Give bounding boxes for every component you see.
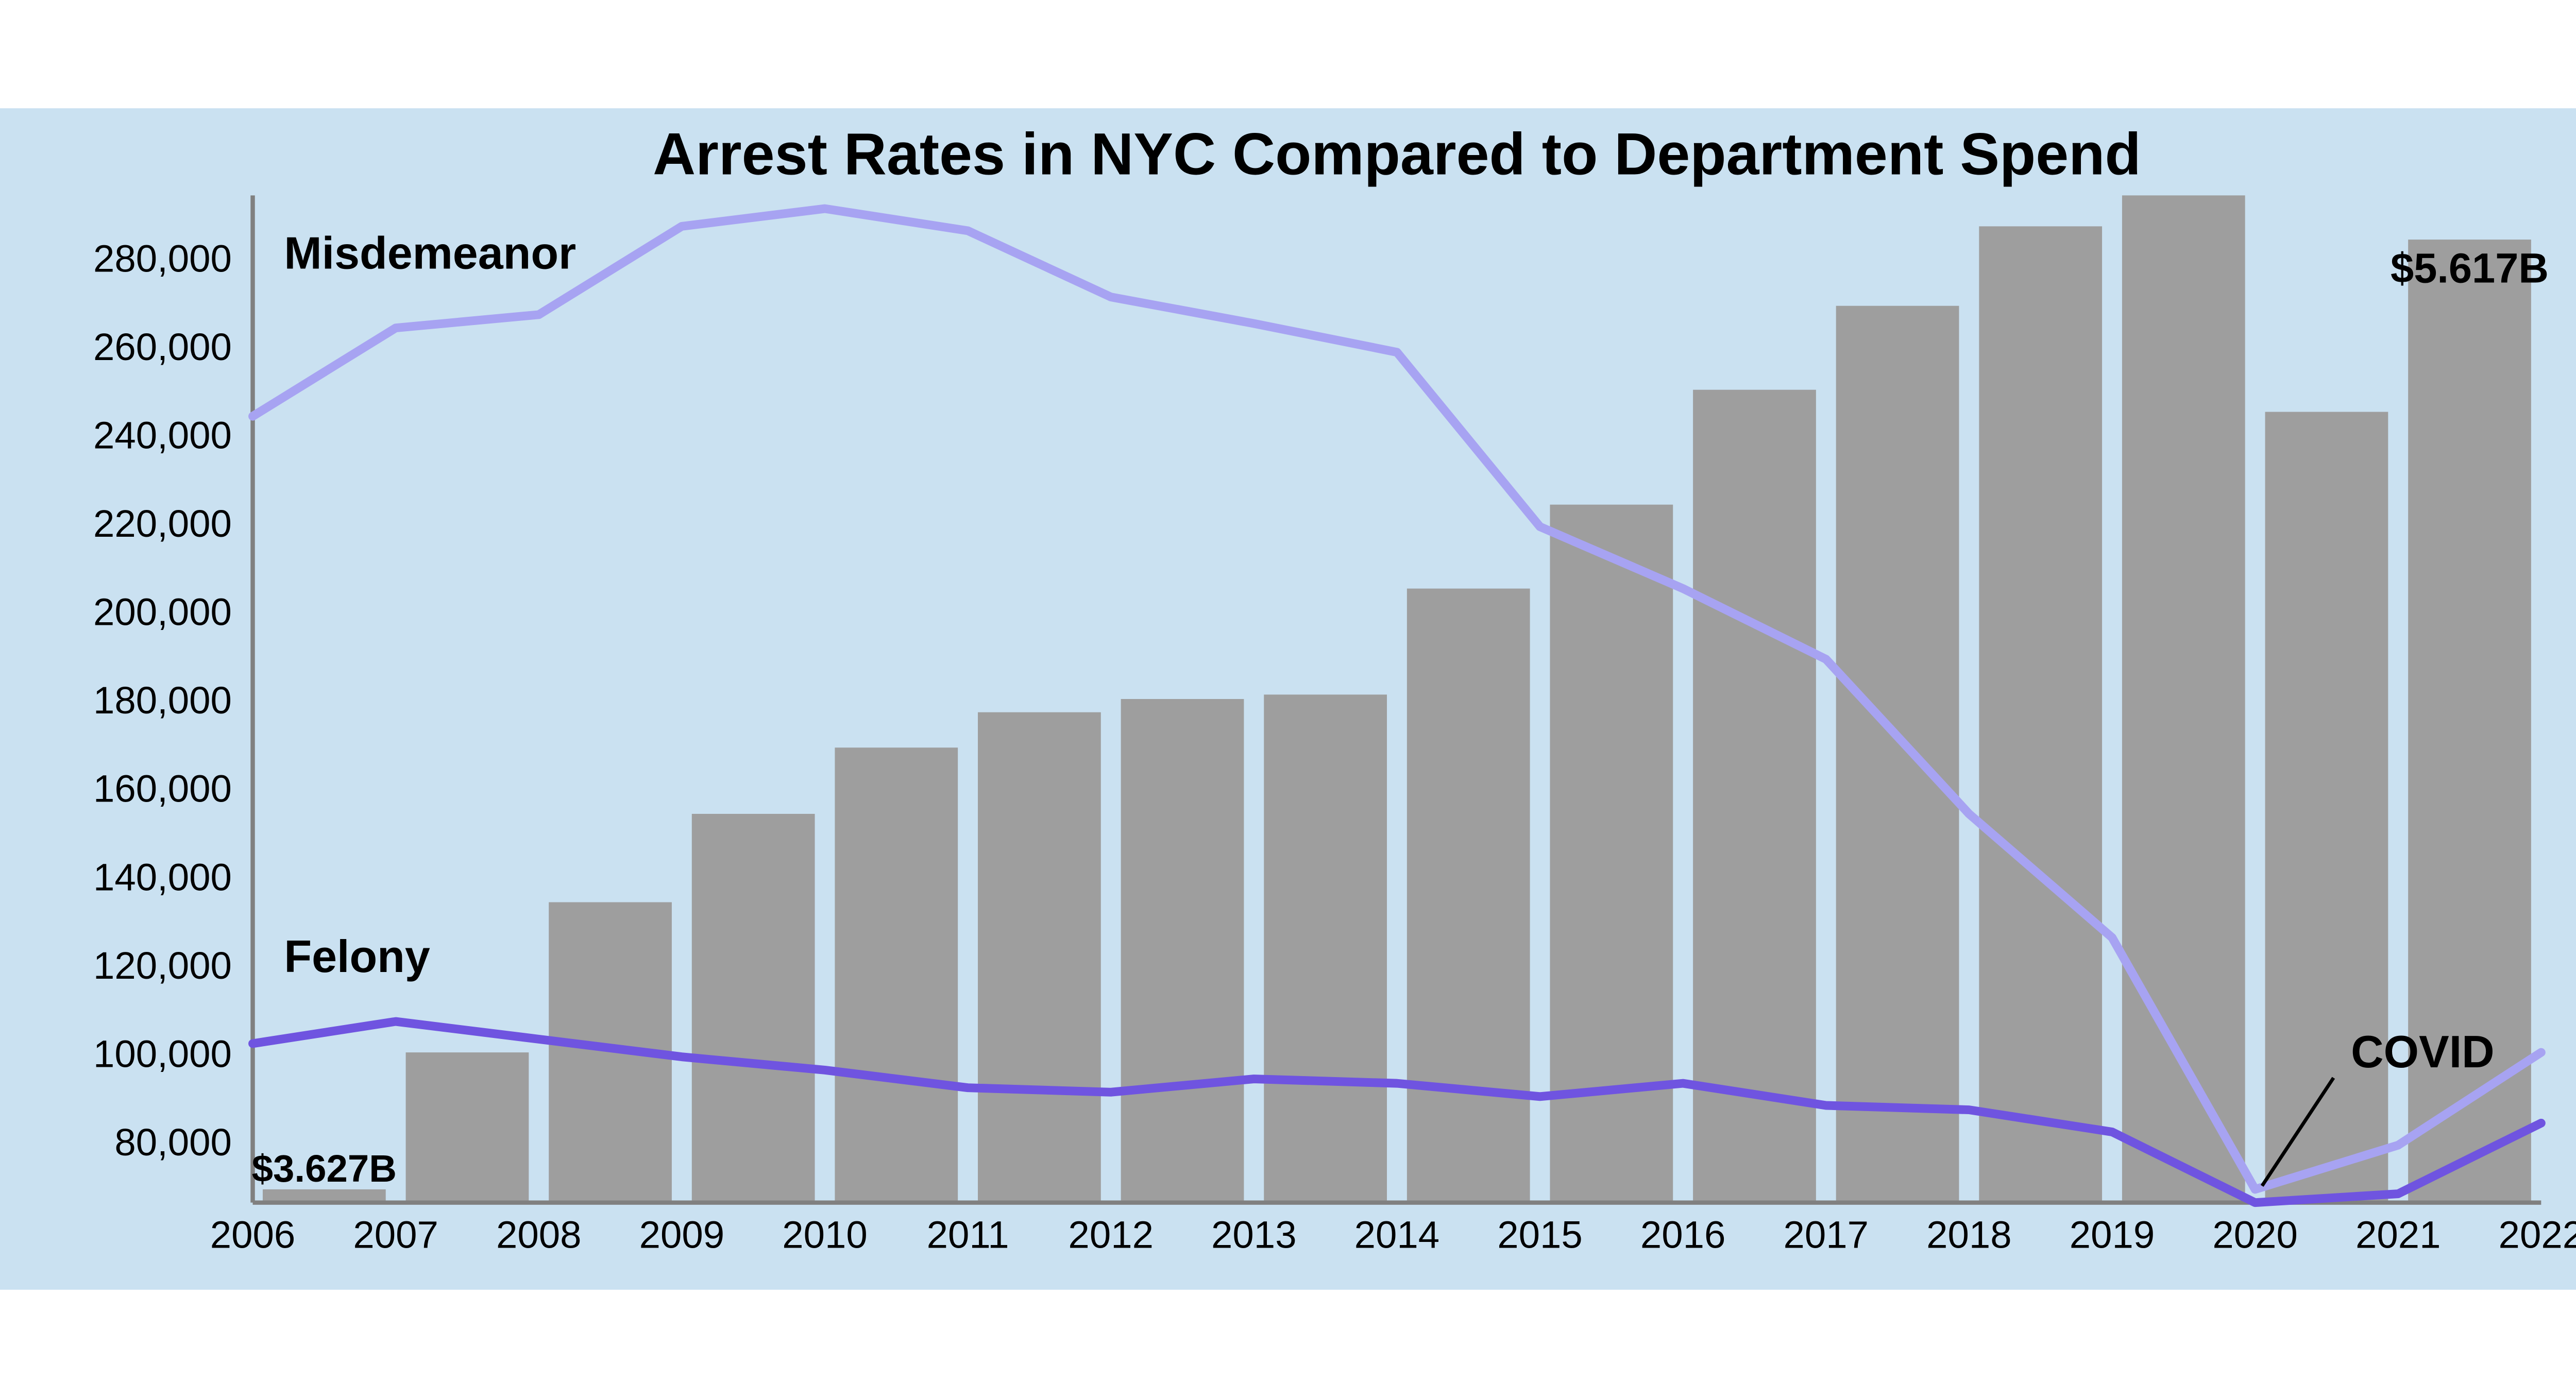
y-tick-label: 280,000 bbox=[93, 237, 232, 280]
x-tick-label: 2008 bbox=[496, 1214, 582, 1256]
x-tick-label: 2011 bbox=[927, 1214, 1009, 1256]
x-tick-label: 2022 bbox=[2499, 1214, 2576, 1256]
covid-annotation-label: COVID bbox=[2351, 1026, 2495, 1077]
x-tick-label: 2012 bbox=[1068, 1214, 1154, 1256]
spend-bar bbox=[1979, 226, 2102, 1202]
x-tick-label: 2013 bbox=[1211, 1214, 1297, 1256]
x-tick-label: 2010 bbox=[782, 1214, 868, 1256]
y-tick-label: 140,000 bbox=[93, 856, 232, 898]
x-tick-label: 2015 bbox=[1497, 1214, 1583, 1256]
spend-bar bbox=[2265, 412, 2388, 1203]
spend-bar bbox=[2122, 195, 2245, 1202]
misdemeanor-series-label: Misdemeanor bbox=[284, 228, 576, 279]
chart-title: Arrest Rates in NYC Compared to Departme… bbox=[653, 122, 2141, 187]
x-tick-label: 2018 bbox=[1926, 1214, 2012, 1256]
spend-bar bbox=[1693, 390, 1816, 1203]
last-bar-value-label: $5.617B bbox=[2391, 245, 2549, 292]
x-tick-label: 2020 bbox=[2212, 1214, 2298, 1256]
x-tick-label: 2016 bbox=[1640, 1214, 1726, 1256]
felony-series-label: Felony bbox=[284, 931, 430, 982]
arrest-rates-chart: 80,000 100,000 120,000 140,000 160,000 180,00… bbox=[0, 0, 2576, 1398]
y-tick-label: 220,000 bbox=[93, 502, 232, 545]
x-tick-label: 2014 bbox=[1354, 1214, 1440, 1256]
x-tick-label: 2007 bbox=[353, 1214, 438, 1256]
x-tick-label: 2009 bbox=[639, 1214, 725, 1256]
spend-bar bbox=[1121, 699, 1244, 1203]
y-tick-label: 240,000 bbox=[93, 414, 232, 457]
y-tick-label: 260,000 bbox=[93, 326, 232, 368]
y-tick-label: 120,000 bbox=[93, 944, 232, 987]
spend-bar bbox=[692, 814, 815, 1203]
x-tick-label: 2006 bbox=[210, 1214, 296, 1256]
spend-bar bbox=[978, 712, 1101, 1203]
x-tick-labels: 2006 2007 2008 2009 2010 2011 2012 2013 2014 2015… bbox=[210, 1214, 2576, 1256]
spend-bar bbox=[406, 1052, 529, 1203]
y-tick-label: 160,000 bbox=[93, 768, 232, 810]
x-tick-label: 2019 bbox=[2070, 1214, 2155, 1256]
x-tick-label: 2017 bbox=[1784, 1214, 1869, 1256]
spend-bar bbox=[1836, 306, 1959, 1203]
y-tick-label: 180,000 bbox=[93, 679, 232, 722]
first-bar-value-label: $3.627B bbox=[252, 1147, 397, 1190]
spend-bar bbox=[835, 747, 958, 1202]
y-tick-label: 100,000 bbox=[93, 1032, 232, 1075]
y-tick-label: 200,000 bbox=[93, 591, 232, 634]
spend-bar bbox=[1264, 694, 1387, 1202]
x-tick-label: 2021 bbox=[2355, 1214, 2441, 1256]
spend-bar bbox=[1407, 589, 1530, 1203]
y-tick-label: 80,000 bbox=[114, 1121, 232, 1164]
